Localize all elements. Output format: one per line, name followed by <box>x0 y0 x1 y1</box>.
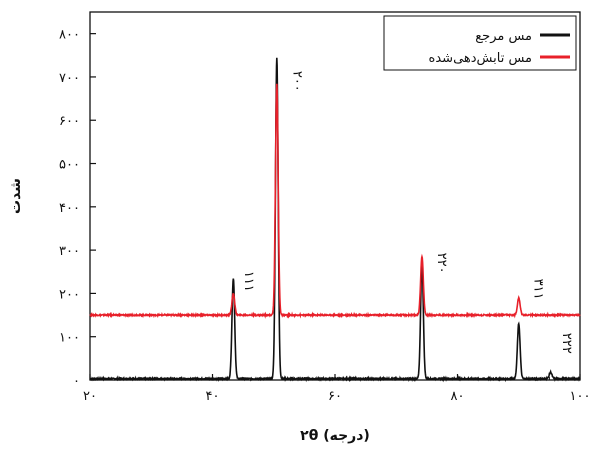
y-tick-label: ۲۰۰ <box>59 287 80 302</box>
peak-label: ۳۱۱ <box>531 279 546 300</box>
peak-label: ۲۲۲ <box>559 333 574 354</box>
y-tick-label: ۵۰۰ <box>59 158 80 173</box>
y-tick-label: ۱۰۰ <box>59 331 80 346</box>
y-tick-label: ۴۰۰ <box>59 201 80 216</box>
y-tick-label: ۶۰۰ <box>59 114 80 129</box>
x-tick-label: ۶۰ <box>328 389 342 404</box>
y-tick-label: ۷۰۰ <box>59 71 80 86</box>
legend-label-reference-copper: مس مرجع <box>475 29 532 44</box>
legend-label-irradiated-copper: مس تابش‌دهی‌شده <box>429 51 532 66</box>
x-tick-label: ۴۰ <box>206 389 220 404</box>
x-tick-label: ۸۰ <box>451 389 465 404</box>
y-tick-label: ۸۰۰ <box>59 28 80 43</box>
peak-annotations: ۱۱۱ ۲۰۰ ۲۲۰ ۳۱۱ ۲۲۲ <box>241 71 574 354</box>
y-axis-title: شدت <box>8 178 24 214</box>
y-tick-label: ۰ <box>73 374 80 389</box>
legend-box <box>383 15 577 71</box>
x-axis-title: ۲θ (درجه) <box>300 428 370 444</box>
peak-label: ۲۲۰ <box>434 253 449 274</box>
x-tick-label: ۱۰۰ <box>570 389 591 404</box>
y-tick-label: ۳۰۰ <box>59 244 80 259</box>
peak-label: ۲۰۰ <box>289 71 304 92</box>
peak-label: ۱۱۱ <box>241 271 256 292</box>
series-layer <box>89 57 581 383</box>
series-line-1 <box>89 83 581 319</box>
x-tick-label: ۲۰ <box>83 389 97 404</box>
legend: مس مرجع مس تابش‌دهی‌شده <box>383 15 577 71</box>
plot-frame <box>89 11 581 381</box>
series-line-0 <box>89 57 581 383</box>
